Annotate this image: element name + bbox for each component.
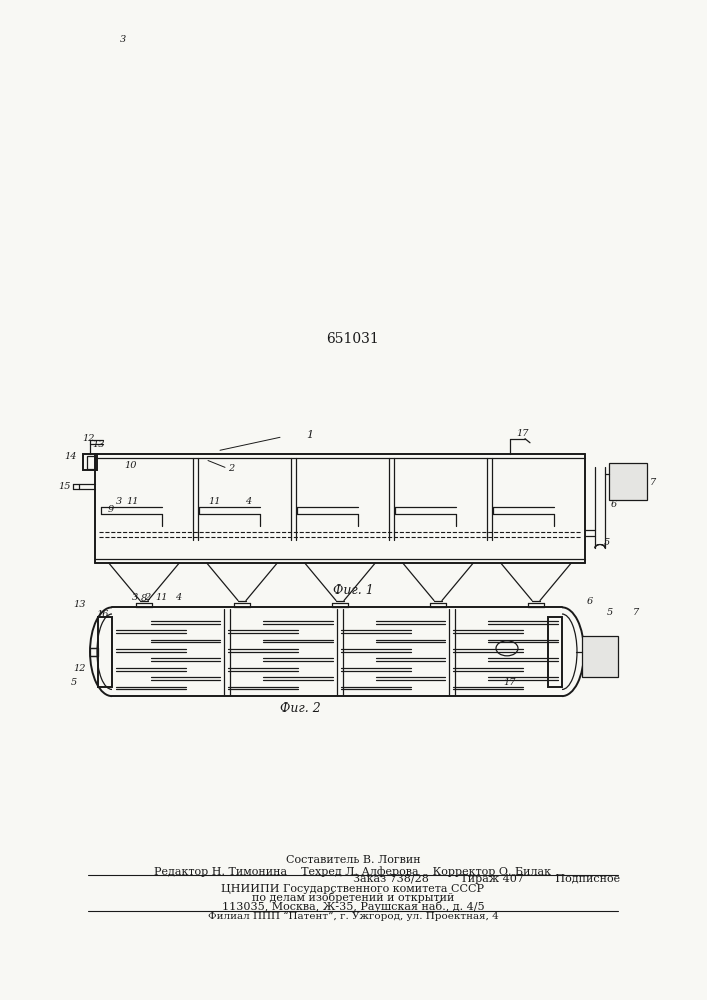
Text: Редактор Н. Тимонина    Техред Л. Алферова    Корректор О. Билак: Редактор Н. Тимонина Техред Л. Алферова …	[155, 866, 551, 877]
Text: 4: 4	[245, 497, 251, 506]
Text: 11: 11	[127, 497, 139, 506]
Text: 3: 3	[120, 35, 126, 44]
Text: 13: 13	[93, 440, 105, 449]
Text: Филиал ППП “Патент”, г. Ужгород, ул. Проектная, 4: Филиал ППП “Патент”, г. Ужгород, ул. Про…	[208, 911, 498, 921]
Text: 5: 5	[604, 538, 610, 547]
Text: 12: 12	[74, 664, 86, 673]
Text: 3: 3	[132, 593, 138, 602]
Text: Составитель В. Логвин: Составитель В. Логвин	[286, 855, 421, 865]
Text: 8: 8	[141, 594, 147, 603]
Text: 17: 17	[517, 429, 530, 438]
Text: 15: 15	[59, 482, 71, 491]
Text: 2: 2	[144, 593, 150, 602]
Text: Фиг. 2: Фиг. 2	[280, 702, 320, 715]
Text: 14: 14	[65, 452, 77, 461]
Text: 6: 6	[611, 500, 617, 509]
Text: 3: 3	[116, 497, 122, 506]
Bar	[609, 463, 647, 500]
Bar	[90, 648, 98, 656]
Text: 1: 1	[306, 430, 314, 440]
Text: 16: 16	[97, 610, 110, 619]
Text: 2: 2	[228, 464, 234, 473]
Text: 17: 17	[504, 678, 516, 687]
Text: 9: 9	[108, 505, 114, 514]
Text: Фиг. 1: Фиг. 1	[332, 584, 373, 597]
Text: 6: 6	[587, 597, 593, 606]
Text: ЦНИИПИ Государственного комитета СССР: ЦНИИПИ Государственного комитета СССР	[221, 884, 484, 894]
Bar	[98, 617, 112, 687]
Text: 13: 13	[74, 600, 86, 609]
Bar	[87, 456, 95, 469]
Text: Заказ 738/28         Тираж 407         Подписное: Заказ 738/28 Тираж 407 Подписное	[353, 874, 620, 884]
Text: 7: 7	[633, 608, 639, 617]
Text: 7: 7	[650, 478, 656, 487]
Text: по делам изобретений и открытий: по делам изобретений и открытий	[252, 892, 454, 903]
Text: 651031: 651031	[327, 332, 380, 346]
Text: 11: 11	[209, 497, 221, 506]
Text: 5: 5	[607, 608, 613, 617]
Text: 12: 12	[83, 434, 95, 443]
Bar	[582, 636, 618, 677]
Text: 113035, Москва, Ж-35, Раушская наб., д. 4/5: 113035, Москва, Ж-35, Раушская наб., д. …	[222, 901, 484, 912]
Bar	[548, 617, 562, 687]
Text: 11: 11	[156, 593, 168, 602]
Text: 4: 4	[175, 593, 181, 602]
Text: 5: 5	[71, 678, 77, 687]
Text: 10: 10	[124, 461, 137, 470]
Bar	[83, 454, 97, 470]
